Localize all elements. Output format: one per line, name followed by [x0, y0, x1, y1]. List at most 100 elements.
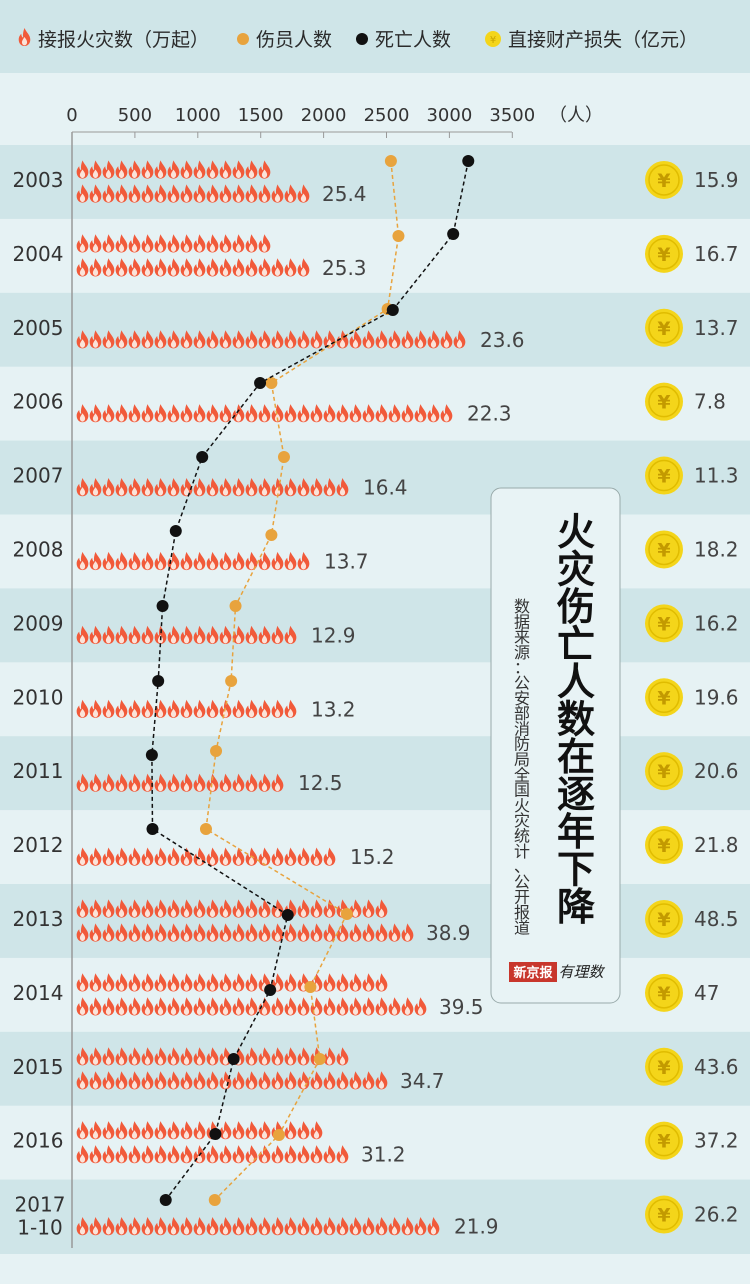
death-point — [146, 823, 159, 835]
coin-yen-icon: ¥ — [657, 1205, 670, 1227]
coin-ring — [648, 607, 680, 640]
coin-icon — [645, 1195, 683, 1234]
loss-value: 20.6 — [694, 759, 739, 783]
injury-point — [210, 745, 223, 757]
coin-icon — [645, 234, 683, 273]
death-point — [254, 377, 267, 389]
row-band — [0, 810, 750, 885]
injury-point — [272, 1129, 285, 1141]
year-label: 2014 — [13, 981, 64, 1005]
source-char: 火 — [514, 796, 530, 815]
source-char: 消 — [514, 719, 530, 738]
loss-value: 43.6 — [694, 1055, 739, 1079]
legend-injury-dot — [237, 33, 249, 45]
legend-death-dot — [356, 33, 368, 45]
title-char: 伤 — [556, 585, 595, 629]
death-point — [156, 600, 169, 612]
coin-ring — [648, 903, 680, 935]
year-label-sub: 1-10 — [17, 1216, 62, 1240]
row-band — [0, 292, 750, 368]
coin-icon — [645, 382, 683, 421]
year-label: 2005 — [13, 316, 64, 340]
coin-icon — [645, 678, 683, 717]
row-band — [0, 1179, 750, 1254]
source-char: 道 — [514, 918, 530, 937]
x-tick-label: 3500 — [489, 105, 535, 126]
loss-value: 16.7 — [694, 242, 739, 266]
coin-yen-icon: ¥ — [657, 392, 670, 414]
death-point — [462, 155, 475, 167]
row-band — [0, 957, 750, 1033]
year-row: 2012 15.2 ¥21.8 — [13, 826, 739, 869]
source-char: 统 — [514, 827, 530, 846]
coin-icon — [645, 752, 683, 791]
death-point — [281, 909, 294, 921]
x-tick-label: 3000 — [426, 105, 472, 126]
fires-value: 21.9 — [454, 1215, 499, 1239]
title-char: 数 — [557, 698, 595, 742]
year-row: 2009 12.9 ¥16.2 — [13, 604, 739, 647]
row-band — [0, 662, 750, 737]
source-char: 据 — [514, 612, 530, 631]
title-char: 逐 — [557, 773, 595, 817]
coin-ring — [648, 385, 680, 418]
title-panel — [490, 487, 621, 1004]
death-point — [152, 675, 165, 687]
fires-value: 34.7 — [400, 1069, 445, 1093]
year-row: 2014 39.5 ¥ 47 — [13, 973, 719, 1019]
loss-value: 19.6 — [694, 685, 739, 709]
source-char: 部 — [514, 704, 530, 723]
year-row: 2010 13.2 ¥19.6 — [13, 678, 739, 721]
death-point — [209, 1128, 222, 1140]
coin-yen-icon: ¥ — [657, 983, 670, 1005]
source-char: 数 — [514, 597, 530, 616]
row-band — [0, 218, 750, 294]
year-label: 2017 — [15, 1193, 66, 1217]
row-band — [0, 736, 750, 811]
coin-ring — [648, 755, 680, 787]
coin-ring — [648, 533, 680, 566]
coin-yen-icon: ¥ — [657, 1131, 670, 1153]
source-char: 计 — [514, 842, 530, 861]
logo-script: 有理数 — [558, 963, 605, 981]
year-label: 2004 — [13, 242, 64, 266]
source-char: 安 — [514, 689, 530, 708]
coin-yen-icon: ¥ — [657, 539, 670, 561]
fires-value: 12.5 — [298, 771, 343, 795]
injury-point — [392, 230, 405, 242]
source-char: 防 — [514, 735, 530, 754]
row-band — [0, 1105, 750, 1181]
death-point — [159, 1194, 172, 1206]
coin-icon — [645, 973, 683, 1012]
loss-value: 15.9 — [694, 168, 739, 192]
loss-value: 13.7 — [694, 316, 739, 340]
year-row: 2005 23.6 ¥13.7 — [13, 308, 739, 352]
fires-value: 15.2 — [350, 845, 395, 869]
legend-loss-label: 直接财产损失（亿元） — [508, 29, 698, 51]
title-char: 下 — [557, 848, 595, 892]
coin-ring — [648, 681, 680, 713]
source-char: 全 — [514, 765, 530, 784]
source-char: 、 — [514, 857, 530, 876]
legend-coin-yen-icon: ¥ — [490, 35, 496, 46]
row-band — [0, 1031, 750, 1107]
coin-ring — [648, 312, 680, 344]
coin-yen-icon: ¥ — [657, 466, 670, 488]
coin-ring — [648, 1198, 680, 1231]
fires-value: 22.3 — [467, 402, 512, 426]
coin-ring — [648, 1051, 680, 1083]
injury-point — [199, 823, 212, 835]
coin-yen-icon: ¥ — [657, 761, 670, 783]
logo-badge — [509, 962, 557, 982]
injury-point — [340, 908, 353, 920]
source-char: ： — [514, 658, 530, 677]
fires-value: 25.4 — [322, 182, 367, 206]
year-row: 2008 13.7 ¥18.2 — [13, 530, 739, 574]
injury-point — [265, 377, 278, 389]
row-band — [0, 884, 750, 959]
year-label: 2009 — [13, 611, 64, 635]
x-tick-label: 1500 — [238, 105, 284, 126]
title-char: 灾 — [557, 548, 595, 592]
